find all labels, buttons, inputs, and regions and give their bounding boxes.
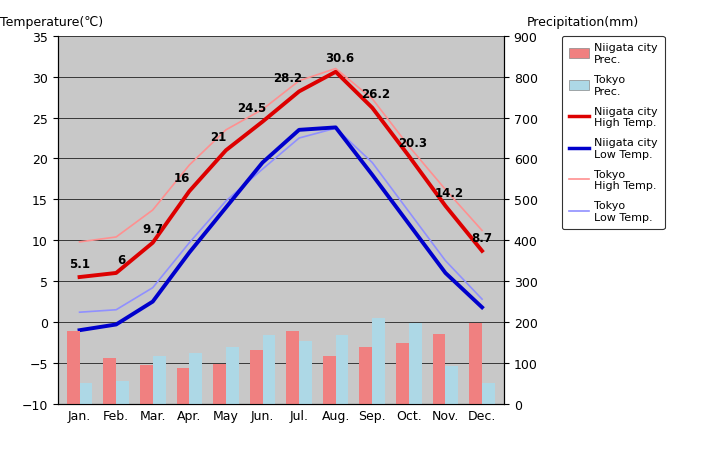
Text: 14.2: 14.2 — [435, 186, 464, 199]
Bar — [116, 381, 129, 404]
Bar — [299, 341, 312, 404]
Text: 21: 21 — [210, 131, 227, 144]
Text: 16: 16 — [174, 172, 190, 185]
Bar — [189, 353, 202, 404]
Text: 9.7: 9.7 — [143, 223, 163, 236]
Legend: Niigata city
Prec., Tokyo
Prec., Niigata city
High Temp., Niigata city
Low Temp.: Niigata city Prec., Tokyo Prec., Niigata… — [562, 37, 665, 229]
Bar — [67, 331, 79, 404]
Text: 8.7: 8.7 — [472, 231, 492, 244]
Bar — [104, 358, 116, 404]
Bar — [250, 350, 263, 404]
Text: 24.5: 24.5 — [237, 102, 266, 115]
Text: 26.2: 26.2 — [361, 88, 390, 101]
Text: 5.1: 5.1 — [69, 257, 90, 270]
Bar — [359, 347, 372, 404]
Text: 28.2: 28.2 — [274, 72, 302, 85]
Bar — [176, 368, 189, 404]
Bar — [287, 332, 299, 404]
Bar — [409, 324, 422, 404]
Bar — [336, 336, 348, 404]
Bar — [446, 366, 458, 404]
Bar — [79, 383, 92, 404]
Bar — [263, 336, 275, 404]
Bar — [482, 383, 495, 404]
Bar — [140, 365, 153, 404]
Bar — [433, 335, 446, 404]
Bar — [323, 356, 336, 404]
Text: 20.3: 20.3 — [398, 136, 427, 149]
Text: Precipitation(mm): Precipitation(mm) — [526, 17, 639, 29]
Bar — [226, 347, 239, 404]
Bar — [396, 343, 409, 404]
Text: 6: 6 — [117, 253, 126, 266]
Bar — [213, 364, 226, 404]
Bar — [372, 318, 385, 404]
Text: 30.6: 30.6 — [325, 52, 354, 65]
Bar — [469, 323, 482, 404]
Bar — [153, 356, 166, 404]
Text: Temperature(℃): Temperature(℃) — [0, 17, 103, 29]
